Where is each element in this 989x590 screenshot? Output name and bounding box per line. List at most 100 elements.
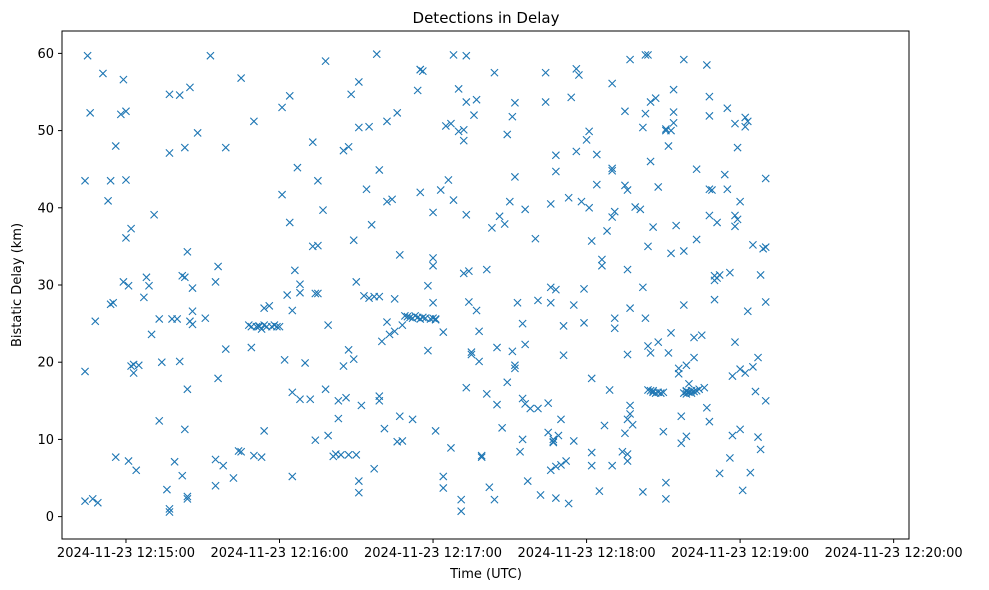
data-point bbox=[705, 111, 714, 120]
data-point bbox=[467, 350, 476, 359]
data-point bbox=[551, 462, 560, 471]
data-point bbox=[459, 269, 468, 278]
data-point bbox=[490, 68, 499, 77]
data-point bbox=[713, 218, 722, 227]
data-point bbox=[700, 383, 709, 392]
data-point bbox=[354, 488, 363, 497]
data-point bbox=[498, 423, 507, 432]
data-point bbox=[132, 466, 141, 475]
data-point bbox=[178, 471, 187, 480]
data-point bbox=[738, 486, 747, 495]
data-point bbox=[170, 457, 179, 466]
data-point bbox=[285, 218, 294, 227]
data-point bbox=[372, 50, 381, 59]
data-point bbox=[175, 357, 184, 366]
data-point bbox=[469, 111, 478, 120]
data-point bbox=[475, 327, 484, 336]
data-point bbox=[449, 50, 458, 59]
data-point bbox=[81, 367, 90, 376]
data-point bbox=[636, 205, 645, 214]
data-point bbox=[431, 315, 440, 324]
data-point bbox=[518, 435, 527, 444]
data-point bbox=[221, 143, 230, 152]
data-point bbox=[173, 314, 182, 323]
data-point bbox=[523, 477, 532, 486]
data-point bbox=[626, 304, 635, 313]
data-point bbox=[493, 400, 502, 409]
data-point bbox=[467, 348, 476, 357]
data-point bbox=[549, 435, 558, 444]
data-point bbox=[249, 451, 258, 460]
data-point bbox=[656, 389, 665, 398]
data-point bbox=[88, 494, 97, 503]
data-point bbox=[155, 416, 164, 425]
data-point bbox=[531, 234, 540, 243]
data-point bbox=[743, 117, 752, 126]
data-point bbox=[608, 461, 617, 470]
data-point bbox=[344, 142, 353, 151]
data-point bbox=[441, 121, 450, 130]
data-point bbox=[651, 94, 660, 103]
data-point bbox=[311, 436, 320, 445]
data-point bbox=[697, 331, 706, 340]
data-point bbox=[165, 90, 174, 99]
data-point bbox=[247, 343, 256, 352]
data-point bbox=[623, 450, 632, 459]
data-point bbox=[367, 220, 376, 229]
data-point bbox=[390, 327, 399, 336]
data-point bbox=[705, 211, 714, 220]
data-point bbox=[518, 319, 527, 328]
data-point bbox=[741, 113, 750, 122]
data-point bbox=[626, 401, 635, 410]
data-point bbox=[83, 51, 92, 60]
data-point bbox=[429, 261, 438, 270]
data-point bbox=[638, 283, 647, 292]
data-point bbox=[641, 50, 650, 59]
data-point bbox=[142, 273, 151, 282]
x-tick-label: 2024-11-23 12:15:00 bbox=[57, 546, 195, 561]
data-point bbox=[551, 151, 560, 160]
data-point bbox=[93, 498, 102, 507]
data-point bbox=[562, 457, 571, 466]
data-point bbox=[464, 297, 473, 306]
data-point bbox=[736, 197, 745, 206]
data-point bbox=[649, 223, 658, 232]
data-point bbox=[628, 420, 637, 429]
data-point bbox=[211, 277, 220, 286]
data-point bbox=[503, 130, 512, 139]
data-point bbox=[288, 472, 297, 481]
data-point bbox=[388, 195, 397, 204]
data-point bbox=[759, 244, 768, 253]
data-point bbox=[587, 237, 596, 245]
data-point bbox=[526, 404, 535, 413]
data-point bbox=[334, 396, 343, 405]
data-point bbox=[339, 362, 348, 371]
data-point bbox=[746, 468, 755, 477]
data-point bbox=[493, 343, 502, 352]
x-tick-label: 2024-11-23 12:17:00 bbox=[364, 546, 502, 561]
data-point bbox=[193, 128, 202, 137]
data-point bbox=[692, 165, 701, 174]
data-point bbox=[748, 362, 757, 371]
data-point bbox=[761, 174, 770, 183]
data-point bbox=[644, 342, 652, 350]
data-point bbox=[546, 298, 555, 307]
data-point bbox=[382, 117, 391, 126]
data-point bbox=[295, 395, 304, 404]
data-point bbox=[180, 425, 189, 434]
data-point bbox=[446, 443, 455, 452]
data-point bbox=[516, 447, 525, 456]
data-point bbox=[406, 313, 415, 322]
data-point bbox=[288, 306, 297, 315]
data-point bbox=[280, 355, 289, 364]
data-point bbox=[661, 125, 670, 134]
data-point bbox=[260, 304, 269, 313]
data-point bbox=[398, 321, 407, 330]
data-point bbox=[756, 270, 765, 279]
data-point bbox=[295, 280, 304, 289]
data-point bbox=[690, 353, 699, 362]
data-point bbox=[626, 409, 635, 418]
data-point bbox=[610, 324, 619, 333]
data-point bbox=[544, 428, 553, 437]
data-point bbox=[423, 346, 432, 355]
